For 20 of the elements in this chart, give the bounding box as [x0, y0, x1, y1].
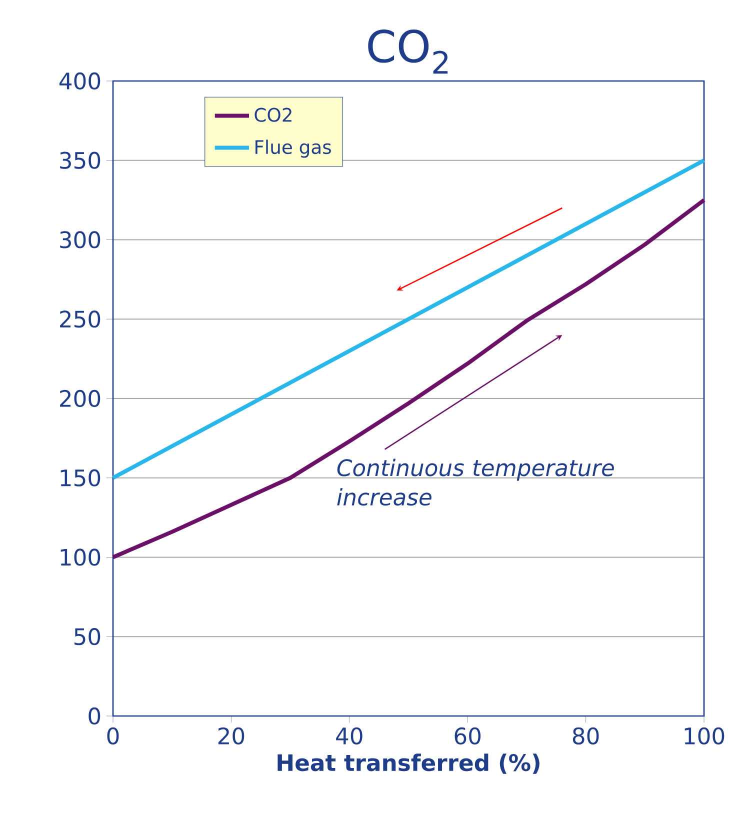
x-tick-label: 60 [454, 727, 481, 745]
x-tick-label: 40 [336, 727, 362, 745]
x-tick-label: 80 [572, 727, 599, 745]
x-axis-title: Heat transferred (%) [278, 754, 540, 774]
chart-title: CO$_{2}$ [368, 30, 448, 74]
x-tick-label: 100 [684, 727, 724, 745]
y-tick-label: 200 [60, 390, 100, 408]
annotation: Continuous temperature increase [337, 458, 614, 506]
legend-label: Flue gas [256, 140, 331, 158]
y-tick-label: 250 [60, 310, 100, 328]
y-tick-label: 100 [60, 548, 100, 566]
y-tick-label: 0 [88, 707, 100, 725]
y-tick-label: 150 [60, 469, 100, 486]
legend-label: CO2 [254, 108, 292, 122]
x-tick-label: 0 [107, 727, 119, 745]
y-tick-label: 400 [59, 72, 100, 90]
y-tick-label: 50 [74, 628, 100, 646]
y-tick-label: 350 [60, 152, 100, 169]
x-tick-label: 20 [218, 727, 244, 745]
y-tick-label: 300 [60, 231, 100, 248]
